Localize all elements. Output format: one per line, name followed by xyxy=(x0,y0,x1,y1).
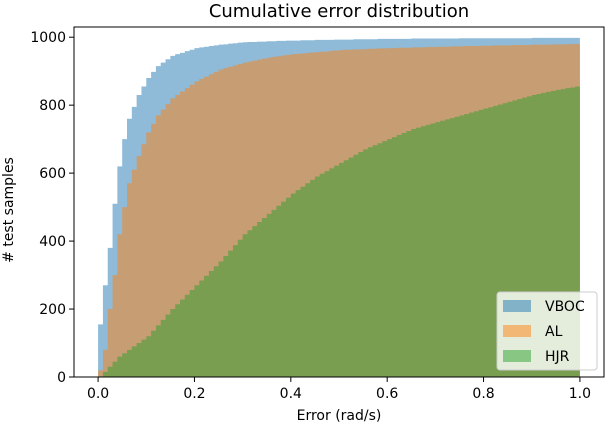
y-axis-label: # test samples xyxy=(1,157,17,263)
x-tick-label: 0.0 xyxy=(87,386,109,402)
legend-swatch-al xyxy=(503,325,531,337)
x-ticks: 0.0 0.2 0.4 0.6 0.8 1.0 xyxy=(87,377,591,402)
legend-swatch-vboc xyxy=(503,300,531,312)
x-tick-label: 0.4 xyxy=(280,386,302,402)
legend-label-al: AL xyxy=(545,324,563,340)
legend: VBOC AL HJR xyxy=(496,291,598,371)
y-ticks: 0 200 400 600 800 1000 xyxy=(30,30,74,386)
series-hjr-area xyxy=(98,86,580,377)
x-tick-label: 0.2 xyxy=(183,386,205,402)
legend-label-hjr: HJR xyxy=(545,349,570,365)
chart-title: Cumulative error distribution xyxy=(209,1,469,22)
x-tick-label: 0.8 xyxy=(472,386,494,402)
y-tick-label: 400 xyxy=(39,234,66,250)
x-tick-label: 0.6 xyxy=(376,386,398,402)
axes-frame xyxy=(73,26,605,378)
y-tick-label: 1000 xyxy=(30,30,66,46)
legend-swatch-hjr xyxy=(503,350,531,362)
x-axis-label: Error (rad/s) xyxy=(297,408,382,424)
y-tick-label: 200 xyxy=(39,302,66,318)
y-tick-label: 600 xyxy=(39,166,66,182)
y-tick-label: 800 xyxy=(39,98,66,114)
y-tick-label: 0 xyxy=(57,370,66,386)
legend-label-vboc: VBOC xyxy=(545,299,585,315)
histogram-layer xyxy=(98,37,580,378)
x-tick-label: 1.0 xyxy=(569,386,591,402)
